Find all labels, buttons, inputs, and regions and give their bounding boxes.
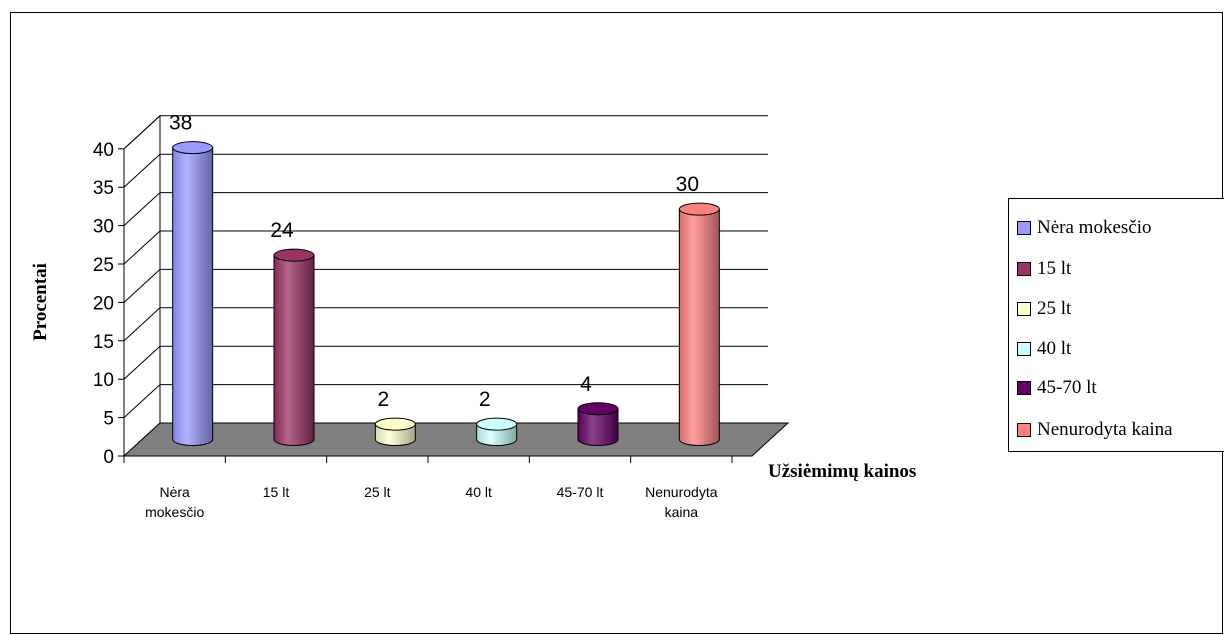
y-tick-label: 20 bbox=[93, 293, 114, 314]
gridline-side bbox=[123, 115, 161, 150]
legend-label: 15 lt bbox=[1037, 258, 1072, 279]
bar-top bbox=[678, 202, 720, 216]
data-label: 30 bbox=[676, 173, 699, 196]
data-label: 4 bbox=[580, 373, 592, 396]
bar bbox=[374, 417, 416, 446]
gridline-side bbox=[123, 345, 161, 380]
gridline-side bbox=[123, 192, 161, 226]
y-axis-title: Procentai bbox=[30, 263, 51, 341]
x-tick-label: Nėra mokesčio bbox=[145, 484, 204, 520]
legend-swatch-icon bbox=[1017, 342, 1031, 356]
legend-swatch-icon bbox=[1017, 302, 1031, 316]
x-axis-title: Užsiėmimų kainos bbox=[768, 461, 916, 482]
y-tick-label: 0 bbox=[103, 447, 114, 468]
legend-swatch-icon bbox=[1017, 262, 1031, 276]
y-tick-label: 25 bbox=[93, 255, 114, 276]
gridline-side bbox=[123, 384, 161, 418]
bar-top bbox=[476, 417, 518, 431]
gridline-side bbox=[123, 307, 161, 342]
y-tick-label: 35 bbox=[93, 178, 114, 199]
y-tick-label: 5 bbox=[103, 409, 114, 430]
gridline-side bbox=[123, 269, 161, 303]
x-tick-label: 15 lt bbox=[263, 484, 290, 500]
bar bbox=[273, 248, 315, 446]
bar-top bbox=[273, 248, 315, 262]
bar-body bbox=[273, 254, 315, 446]
bar bbox=[476, 417, 518, 446]
gridlines bbox=[123, 115, 768, 418]
bar-top bbox=[172, 141, 214, 155]
x-axis: Nėra mokesčio 15 lt 25 lt 40 lt 45-70 lt Nenur… bbox=[123, 455, 733, 520]
bar-top bbox=[374, 417, 416, 431]
legend-item: Nenurodyta kaina bbox=[1017, 417, 1173, 443]
bar-body bbox=[577, 408, 619, 446]
legend-swatch-icon bbox=[1017, 381, 1031, 395]
legend-label: Nėra mokesčio bbox=[1037, 217, 1152, 238]
chart-walls bbox=[123, 114, 161, 458]
y-tick-label: 15 bbox=[93, 332, 114, 353]
legend-item: 25 lt bbox=[1017, 296, 1071, 322]
data-label: 38 bbox=[169, 112, 192, 135]
x-tick-label: 25 lt bbox=[364, 484, 391, 500]
legend-swatch-icon bbox=[1017, 221, 1031, 235]
legend-item: 40 lt bbox=[1017, 336, 1071, 362]
data-label: 24 bbox=[270, 219, 294, 242]
gridline-side bbox=[123, 153, 161, 188]
bar bbox=[678, 202, 720, 446]
legend-label: 25 lt bbox=[1037, 298, 1072, 319]
legend-item: 45-70 lt bbox=[1017, 375, 1097, 401]
legend-label: 45-70 lt bbox=[1037, 377, 1097, 398]
y-tick-label: 40 bbox=[93, 140, 114, 161]
legend-label: 40 lt bbox=[1037, 338, 1072, 359]
bar-body bbox=[172, 147, 214, 446]
bar bbox=[577, 402, 619, 446]
y-axis: 0 5 10 15 20 25 30 35 40 bbox=[93, 140, 125, 468]
bars bbox=[172, 141, 720, 446]
x-tick-label: Nenurodyta kaina bbox=[645, 484, 718, 520]
legend-item: Nėra mokesčio bbox=[1017, 215, 1151, 241]
legend: Nėra mokesčio 15 lt 25 lt 40 lt 45-70 lt… bbox=[1008, 198, 1224, 452]
legend-item: 15 lt bbox=[1017, 256, 1071, 282]
legend-label: Nenurodyta kaina bbox=[1037, 419, 1173, 440]
x-tick-label: 45-70 lt bbox=[557, 484, 604, 500]
y-tick-label: 10 bbox=[93, 370, 114, 391]
data-label: 2 bbox=[479, 388, 491, 411]
bar-body bbox=[678, 208, 720, 446]
data-label: 2 bbox=[377, 388, 389, 411]
x-tick-label: 40 lt bbox=[465, 484, 492, 500]
gridline-side bbox=[123, 230, 161, 265]
bar bbox=[172, 141, 214, 446]
legend-swatch-icon bbox=[1017, 423, 1031, 437]
bar-top bbox=[577, 402, 619, 416]
y-tick-label: 30 bbox=[93, 217, 114, 238]
